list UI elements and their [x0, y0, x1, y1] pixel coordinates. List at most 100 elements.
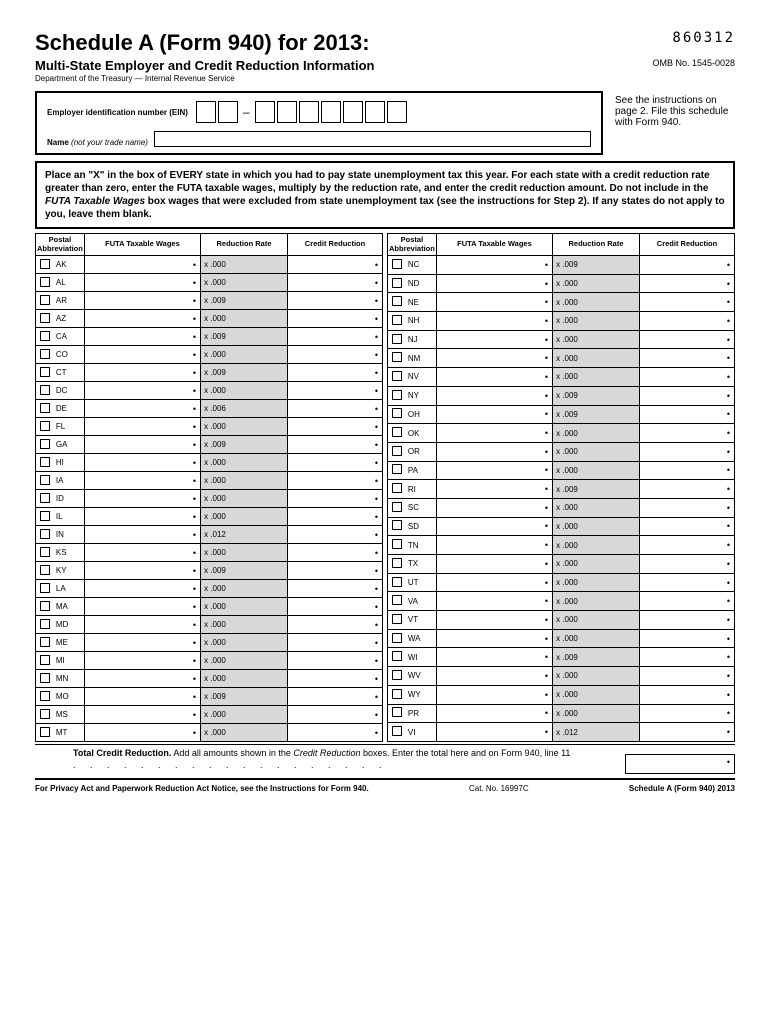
state-checkbox[interactable] — [388, 592, 406, 611]
state-checkbox[interactable] — [36, 652, 54, 670]
credit-reduction-input[interactable]: • — [639, 368, 734, 387]
name-input[interactable] — [154, 131, 591, 147]
futa-wages-input[interactable]: • — [84, 274, 200, 292]
credit-reduction-input[interactable]: • — [287, 418, 382, 436]
credit-reduction-input[interactable]: • — [287, 580, 382, 598]
state-checkbox[interactable] — [388, 293, 406, 312]
state-checkbox[interactable] — [36, 292, 54, 310]
state-checkbox[interactable] — [388, 256, 406, 275]
state-checkbox[interactable] — [36, 472, 54, 490]
futa-wages-input[interactable]: • — [84, 472, 200, 490]
credit-reduction-input[interactable]: • — [639, 312, 734, 331]
futa-wages-input[interactable]: • — [436, 330, 552, 349]
state-checkbox[interactable] — [388, 480, 406, 499]
credit-reduction-input[interactable]: • — [287, 724, 382, 742]
futa-wages-input[interactable]: • — [84, 256, 200, 274]
credit-reduction-input[interactable]: • — [287, 598, 382, 616]
credit-reduction-input[interactable]: • — [287, 508, 382, 526]
futa-wages-input[interactable]: • — [84, 562, 200, 580]
credit-reduction-input[interactable]: • — [287, 328, 382, 346]
futa-wages-input[interactable]: • — [84, 724, 200, 742]
credit-reduction-input[interactable]: • — [639, 349, 734, 368]
state-checkbox[interactable] — [36, 526, 54, 544]
credit-reduction-input[interactable]: • — [287, 346, 382, 364]
state-checkbox[interactable] — [36, 724, 54, 742]
futa-wages-input[interactable]: • — [436, 517, 552, 536]
futa-wages-input[interactable]: • — [84, 508, 200, 526]
futa-wages-input[interactable]: • — [436, 274, 552, 293]
credit-reduction-input[interactable]: • — [287, 436, 382, 454]
futa-wages-input[interactable]: • — [84, 436, 200, 454]
credit-reduction-input[interactable]: • — [287, 454, 382, 472]
futa-wages-input[interactable]: • — [436, 349, 552, 368]
futa-wages-input[interactable]: • — [84, 706, 200, 724]
state-checkbox[interactable] — [388, 517, 406, 536]
credit-reduction-input[interactable]: • — [639, 685, 734, 704]
credit-reduction-input[interactable]: • — [639, 667, 734, 686]
futa-wages-input[interactable]: • — [436, 293, 552, 312]
state-checkbox[interactable] — [388, 536, 406, 555]
futa-wages-input[interactable]: • — [436, 536, 552, 555]
credit-reduction-input[interactable]: • — [639, 611, 734, 630]
credit-reduction-input[interactable]: • — [287, 526, 382, 544]
state-checkbox[interactable] — [36, 274, 54, 292]
futa-wages-input[interactable]: • — [436, 723, 552, 742]
state-checkbox[interactable] — [36, 508, 54, 526]
state-checkbox[interactable] — [388, 667, 406, 686]
credit-reduction-input[interactable]: • — [639, 405, 734, 424]
credit-reduction-input[interactable]: • — [287, 400, 382, 418]
futa-wages-input[interactable]: • — [84, 670, 200, 688]
credit-reduction-input[interactable]: • — [639, 274, 734, 293]
credit-reduction-input[interactable]: • — [287, 472, 382, 490]
futa-wages-input[interactable]: • — [84, 382, 200, 400]
futa-wages-input[interactable]: • — [436, 592, 552, 611]
futa-wages-input[interactable]: • — [436, 405, 552, 424]
credit-reduction-input[interactable]: • — [287, 490, 382, 508]
state-checkbox[interactable] — [36, 544, 54, 562]
futa-wages-input[interactable]: • — [84, 526, 200, 544]
futa-wages-input[interactable]: • — [84, 580, 200, 598]
credit-reduction-input[interactable]: • — [287, 706, 382, 724]
state-checkbox[interactable] — [388, 573, 406, 592]
futa-wages-input[interactable]: • — [84, 652, 200, 670]
state-checkbox[interactable] — [36, 346, 54, 364]
credit-reduction-input[interactable]: • — [639, 629, 734, 648]
state-checkbox[interactable] — [388, 330, 406, 349]
credit-reduction-input[interactable]: • — [639, 256, 734, 275]
futa-wages-input[interactable]: • — [436, 312, 552, 331]
credit-reduction-input[interactable]: • — [639, 461, 734, 480]
state-checkbox[interactable] — [36, 562, 54, 580]
state-checkbox[interactable] — [388, 312, 406, 331]
credit-reduction-input[interactable]: • — [287, 562, 382, 580]
total-credit-reduction-box[interactable]: • — [625, 754, 735, 774]
futa-wages-input[interactable]: • — [84, 634, 200, 652]
state-checkbox[interactable] — [36, 616, 54, 634]
futa-wages-input[interactable]: • — [84, 310, 200, 328]
futa-wages-input[interactable]: • — [84, 490, 200, 508]
futa-wages-input[interactable]: • — [436, 555, 552, 574]
state-checkbox[interactable] — [388, 405, 406, 424]
credit-reduction-input[interactable]: • — [287, 652, 382, 670]
futa-wages-input[interactable]: • — [84, 400, 200, 418]
futa-wages-input[interactable]: • — [84, 364, 200, 382]
state-checkbox[interactable] — [388, 629, 406, 648]
futa-wages-input[interactable]: • — [436, 704, 552, 723]
futa-wages-input[interactable]: • — [436, 685, 552, 704]
credit-reduction-input[interactable]: • — [287, 310, 382, 328]
credit-reduction-input[interactable]: • — [287, 544, 382, 562]
credit-reduction-input[interactable]: • — [639, 442, 734, 461]
credit-reduction-input[interactable]: • — [639, 573, 734, 592]
credit-reduction-input[interactable]: • — [639, 386, 734, 405]
futa-wages-input[interactable]: • — [436, 442, 552, 461]
futa-wages-input[interactable]: • — [436, 611, 552, 630]
state-checkbox[interactable] — [36, 364, 54, 382]
state-checkbox[interactable] — [388, 386, 406, 405]
state-checkbox[interactable] — [388, 274, 406, 293]
ein-input-boxes[interactable]: – — [196, 101, 407, 123]
state-checkbox[interactable] — [36, 490, 54, 508]
credit-reduction-input[interactable]: • — [639, 723, 734, 742]
credit-reduction-input[interactable]: • — [639, 424, 734, 443]
state-checkbox[interactable] — [388, 461, 406, 480]
credit-reduction-input[interactable]: • — [287, 634, 382, 652]
credit-reduction-input[interactable]: • — [639, 330, 734, 349]
